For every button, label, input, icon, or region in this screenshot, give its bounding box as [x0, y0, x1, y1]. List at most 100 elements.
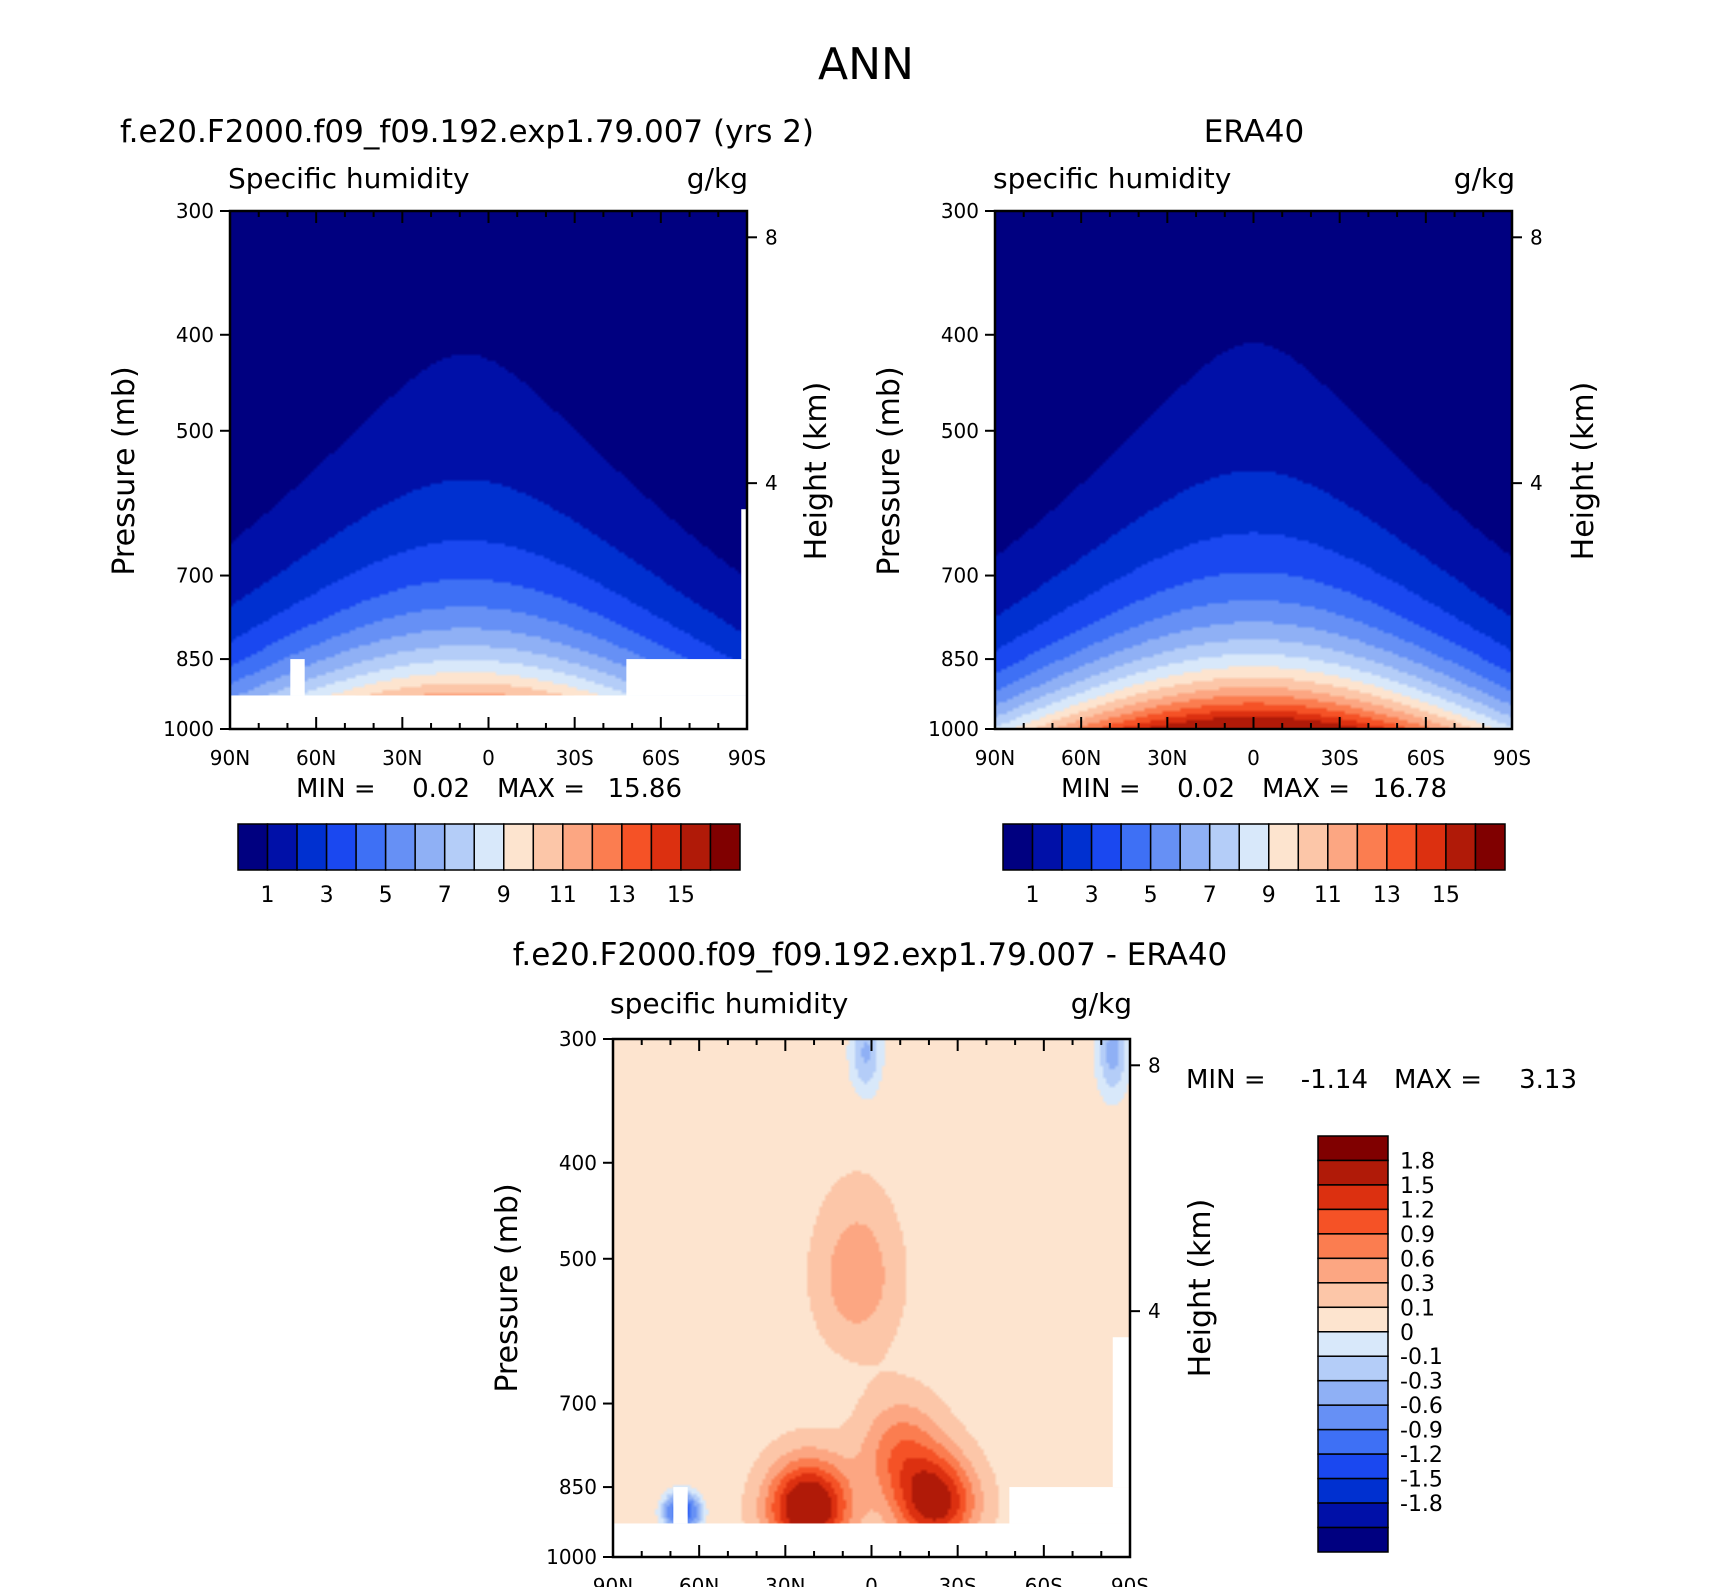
ytick-label: 500 [559, 1247, 597, 1271]
xtick-label: 30N [765, 1574, 805, 1587]
colorbar-label: 1 [261, 883, 275, 908]
min-label-obs: MIN = [1061, 774, 1141, 804]
colorbar-label: 7 [438, 883, 452, 908]
min-value-model: 0.02 [412, 774, 470, 804]
ytick-label: 700 [176, 564, 214, 588]
ytick-label: 300 [176, 199, 214, 223]
colorbar-label: -0.1 [1400, 1345, 1443, 1370]
colorbar-label: 1.2 [1400, 1198, 1435, 1223]
ytick-label: 850 [559, 1475, 597, 1499]
colorbar-swatch [1238, 823, 1270, 871]
plot-area-diff: 300 400 500 700 850 1000 8 4 90N 60N 30N 0 30S 60S 90S [546, 1027, 1161, 1587]
colorbar-label: -0.3 [1400, 1370, 1443, 1395]
panel-title-diff: f.e20.F2000.f09_f09.192.exp1.79.007 - ER… [513, 937, 1228, 973]
colorbar-swatch [1415, 823, 1447, 871]
colorbar-obs: 1 3 5 7 9 11 13 15 [1002, 823, 1506, 908]
colorbar-swatch [266, 823, 298, 871]
xtick-label: 90S [728, 746, 766, 770]
colorbar-swatch [325, 823, 357, 871]
colorbar-swatch [1002, 823, 1034, 871]
ytick-label: 850 [941, 647, 979, 671]
colorbar-swatch [591, 823, 623, 871]
ytick-label: 1000 [546, 1545, 597, 1569]
height-tick-label: 8 [1148, 1053, 1161, 1077]
colorbar-swatch [1317, 1257, 1389, 1284]
ytick-label: 400 [941, 323, 979, 347]
colorbar-swatch [1268, 823, 1300, 871]
colorbar-label: -0.6 [1400, 1394, 1443, 1419]
min-value-diff: -1.14 [1301, 1065, 1368, 1095]
panel-model: f.e20.F2000.f09_f09.192.exp1.79.007 (yrs… [107, 114, 834, 908]
height-tick-label: 4 [765, 471, 778, 495]
colorbar-swatch [296, 823, 328, 871]
stats-diff: MIN = -1.14 MAX = 3.13 [1186, 1065, 1577, 1095]
stats-model: MIN = 0.02 MAX = 15.86 [296, 774, 682, 804]
xtick-label: 60N [679, 1574, 719, 1587]
colorbar-swatch [650, 823, 682, 871]
colorbar-label: 0.1 [1400, 1296, 1435, 1321]
plot-area-model: 300 400 500 700 850 1000 8 4 90N 60N 30N 0 30S 60S 90S [163, 199, 778, 770]
colorbar-label: -1.8 [1400, 1492, 1443, 1517]
panel-diff: f.e20.F2000.f09_f09.192.exp1.79.007 - ER… [490, 937, 1577, 1587]
panel-title-obs: ERA40 [1204, 114, 1305, 150]
colorbar-swatch [680, 823, 712, 871]
xtick-label: 90S [1111, 1574, 1149, 1587]
colorbar-swatch [237, 823, 269, 871]
height-tick-label: 8 [1530, 225, 1543, 249]
min-label-diff: MIN = [1186, 1065, 1266, 1095]
ytick-label: 1000 [928, 717, 979, 741]
colorbar-label: 5 [1144, 883, 1158, 908]
missing-region [626, 659, 747, 696]
xtick-label: 60N [296, 746, 336, 770]
units-label-diff: g/kg [1071, 987, 1132, 1020]
colorbar-swatch [355, 823, 387, 871]
colorbar-swatch [621, 823, 653, 871]
units-label-model: g/kg [687, 162, 748, 195]
colorbar-swatch [1120, 823, 1152, 871]
xtick-label: 60N [1061, 746, 1101, 770]
ylabel2-model: Height (km) [799, 382, 834, 561]
missing-region [1112, 1337, 1130, 1488]
ylabel2-obs: Height (km) [1566, 382, 1601, 561]
colorbar-swatch [1317, 1355, 1389, 1382]
ytick-label: 700 [559, 1392, 597, 1416]
ytick-label: 700 [941, 564, 979, 588]
xtick-label: 30S [1321, 746, 1359, 770]
colorbar-label: 0.9 [1400, 1223, 1435, 1248]
xtick-label: 0 [865, 1574, 878, 1587]
field-obs [995, 211, 1512, 729]
plot-area-obs: 300 400 500 700 850 1000 8 4 90N 60N 30N 0 30S 60S 90S [928, 199, 1543, 770]
panel-title-model: f.e20.F2000.f09_f09.192.exp1.79.007 (yrs… [120, 114, 814, 150]
xtick-label: 60S [1407, 746, 1445, 770]
xtick-label: 60S [1025, 1574, 1063, 1587]
colorbar-swatch [443, 823, 475, 871]
colorbar-swatch [1317, 1159, 1389, 1186]
min-label-model: MIN = [296, 774, 376, 804]
colorbar-label: 7 [1203, 883, 1217, 908]
colorbar-swatch [532, 823, 564, 871]
colorbar-label: 1.5 [1400, 1174, 1435, 1199]
xtick-label: 90N [210, 746, 250, 770]
variable-label-diff: specific humidity [610, 987, 848, 1020]
ytick-label: 850 [176, 647, 214, 671]
field-model [230, 211, 747, 729]
xtick-label: 90N [593, 1574, 633, 1587]
colorbar-label: 9 [497, 883, 511, 908]
xtick-label: 30S [939, 1574, 977, 1587]
colorbar-label: 15 [667, 883, 695, 908]
colorbar-swatch [414, 823, 446, 871]
colorbar-diff: 1.81.51.20.90.60.30.10-0.1-0.3-0.6-0.9-1… [1317, 1135, 1443, 1553]
colorbar-swatch [1317, 1453, 1389, 1480]
height-tick-label: 4 [1530, 471, 1543, 495]
xtick-label: 30N [382, 746, 422, 770]
variable-label-obs: specific humidity [993, 162, 1231, 195]
colorbar-swatch [1317, 1404, 1389, 1431]
colorbar-swatch [384, 823, 416, 871]
variable-label-model: Specific humidity [228, 162, 470, 195]
missing-region [741, 509, 747, 660]
colorbar-swatch [1474, 823, 1506, 871]
min-value-obs: 0.02 [1177, 774, 1235, 804]
figure-title: ANN [818, 39, 914, 90]
max-value-obs: 16.78 [1373, 774, 1447, 804]
